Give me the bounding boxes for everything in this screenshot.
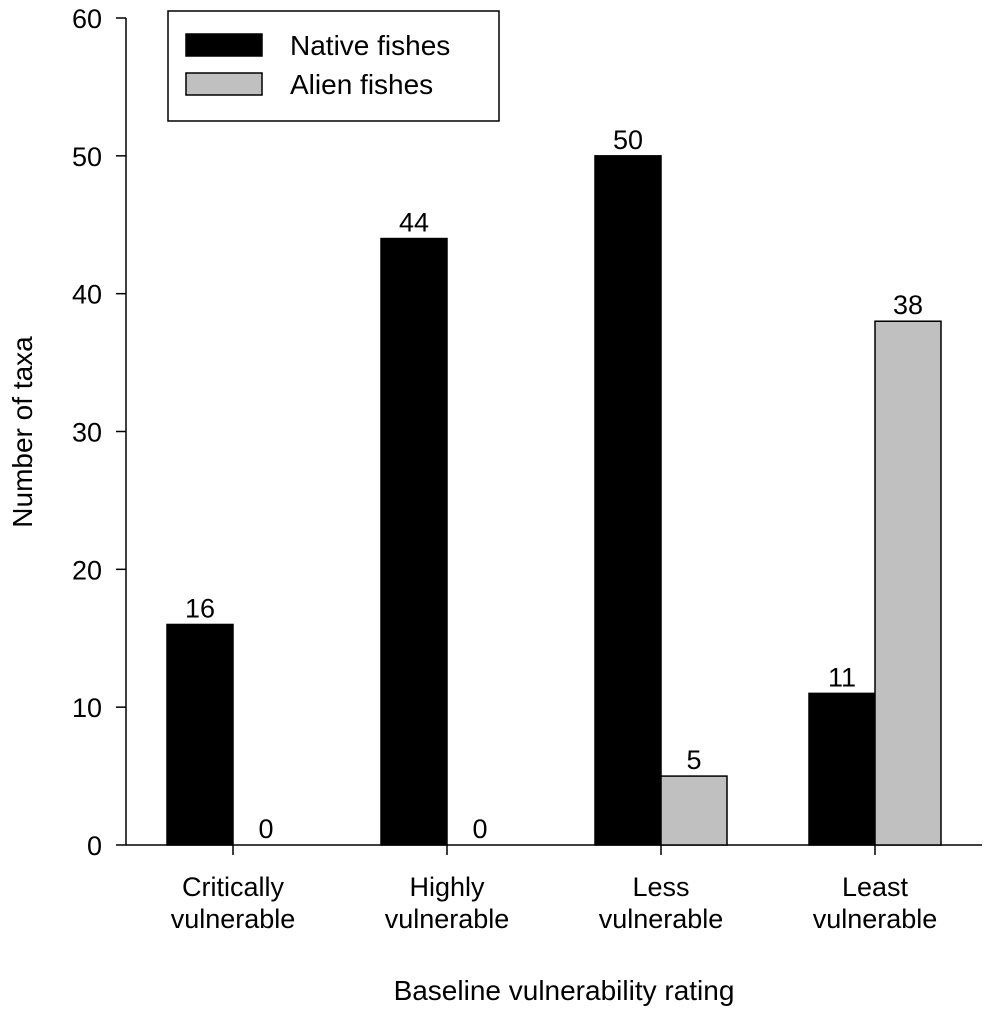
data-label: 16: [185, 593, 215, 623]
data-label: 5: [686, 745, 701, 775]
x-tick-label-line: vulnerable: [171, 904, 296, 934]
x-tick-label-line: Highly: [409, 872, 485, 902]
data-label: 44: [399, 208, 429, 238]
data-label: 0: [472, 814, 487, 844]
bar-native: [380, 237, 448, 846]
bar-native: [166, 623, 234, 846]
bar-native: [594, 155, 662, 846]
x-tick-label: Highly vulnerable: [385, 872, 510, 934]
data-label: 11: [828, 662, 856, 692]
bar-native: [808, 692, 876, 846]
x-tick-label-line: vulnerable: [385, 904, 510, 934]
x-tick-label: Critically vulnerable: [171, 872, 296, 934]
y-tick-label: 60: [72, 4, 102, 34]
x-tick-label-line: vulnerable: [599, 904, 724, 934]
legend-label-alien: Alien fishes: [290, 69, 433, 100]
legend: Native fishes Alien fishes: [167, 10, 500, 122]
bar-alien: [660, 775, 728, 846]
x-tick-label-line: Least: [842, 872, 909, 902]
data-label: 38: [893, 290, 923, 320]
y-tick-label: 0: [87, 831, 102, 861]
legend-box: [167, 10, 500, 122]
y-axis-title: Number of taxa: [7, 336, 38, 528]
x-tick-label-line: vulnerable: [813, 904, 938, 934]
y-tick-label: 50: [72, 142, 102, 172]
x-tick-label-line: Critically: [182, 872, 285, 902]
data-label: 0: [258, 814, 273, 844]
y-tick-label: 10: [72, 693, 102, 723]
legend-swatch-native: [185, 33, 263, 57]
data-label: 50: [613, 125, 643, 155]
y-tick-label: 20: [72, 555, 102, 585]
y-tick-label: 30: [72, 418, 102, 448]
x-tick-label: Least vulnerable: [813, 872, 938, 934]
bar-alien: [874, 320, 942, 846]
y-tick-label: 40: [72, 280, 102, 310]
legend-label-native: Native fishes: [290, 30, 450, 61]
legend-swatch-alien: [185, 72, 263, 96]
x-axis-title: Baseline vulnerability rating: [394, 975, 735, 1006]
x-tick-label: Less vulnerable: [599, 872, 724, 934]
x-tick-label-line: Less: [632, 872, 689, 902]
